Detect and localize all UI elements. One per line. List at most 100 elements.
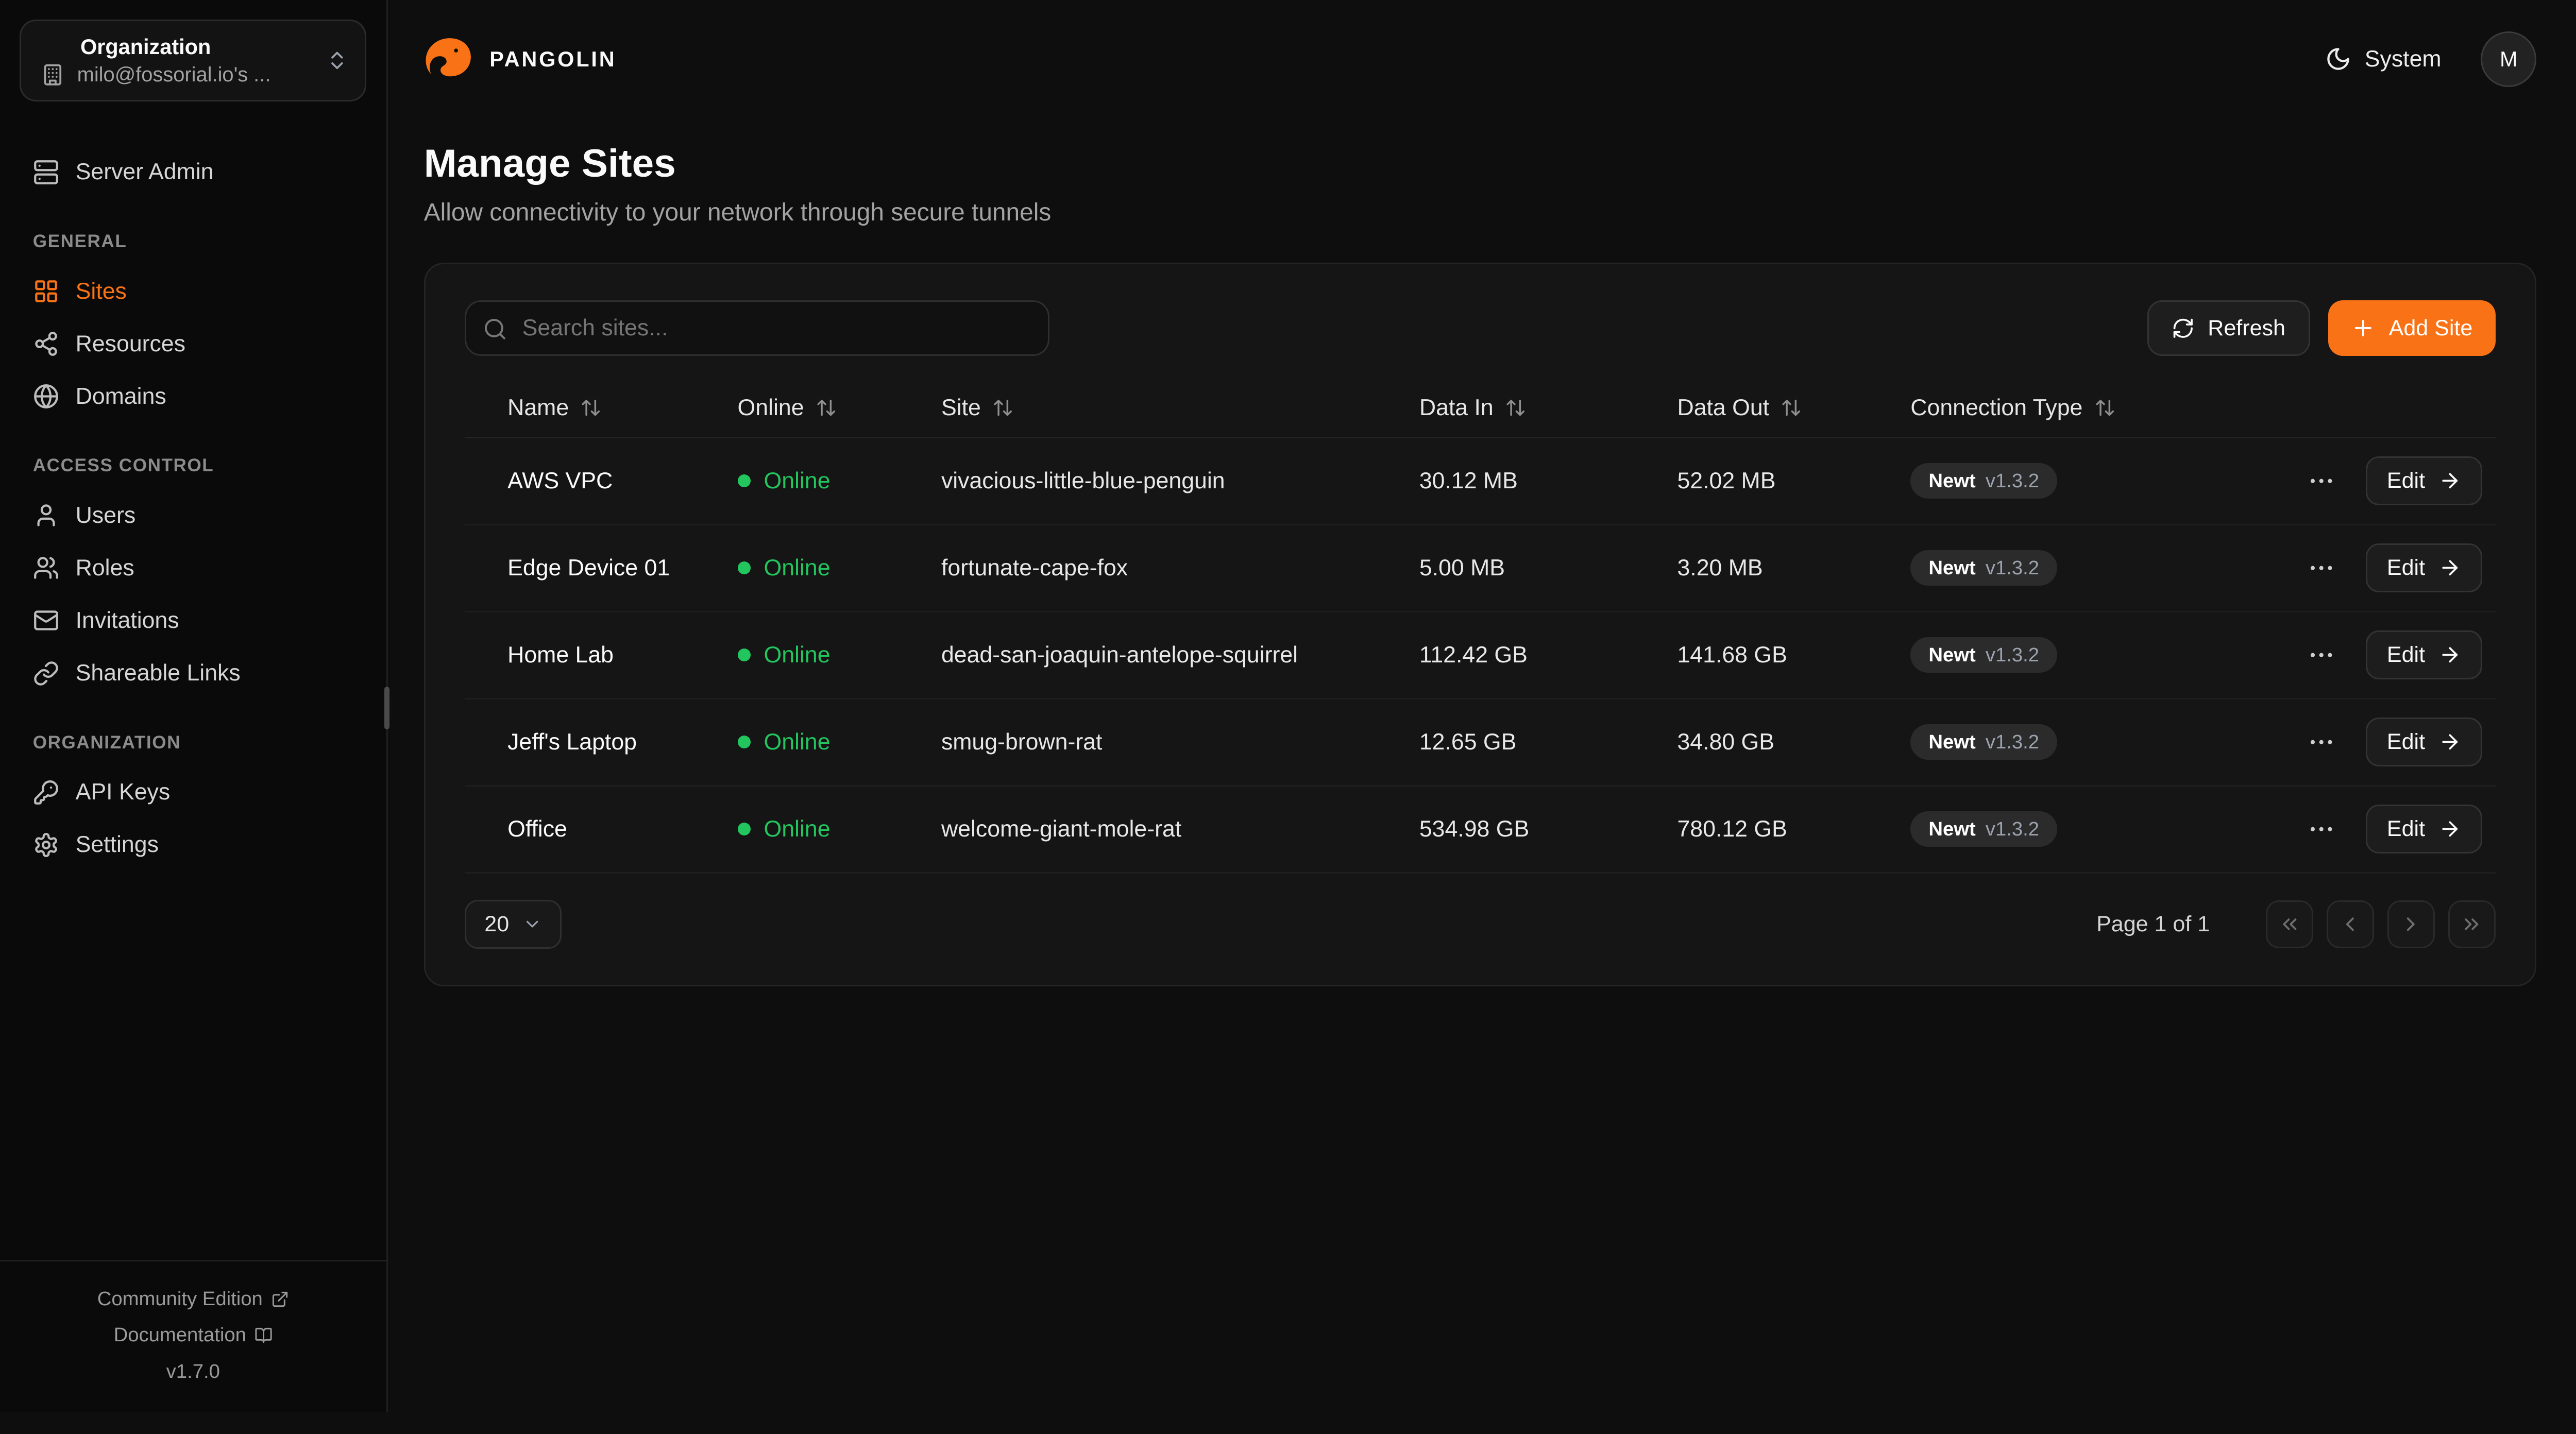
connection-version: v1.3.2 xyxy=(1985,556,2040,579)
sidebar-item-sites[interactable]: Sites xyxy=(16,267,370,316)
chevron-right-icon xyxy=(2399,913,2422,936)
brand-home-link[interactable]: PANGOLIN xyxy=(424,35,617,84)
users-icon xyxy=(33,555,59,581)
table-header-row: Name Online Site Data In Data Out Connec… xyxy=(465,379,2496,438)
page-size-value: 20 xyxy=(484,911,510,936)
column-label: Site xyxy=(941,395,981,420)
pagination-first-button[interactable] xyxy=(2265,900,2314,948)
connection-type-badge: Newt v1.3.2 xyxy=(1910,463,2058,499)
column-header-data-in[interactable]: Data In xyxy=(1419,395,1527,421)
site-slug: dead-san-joaquin-antelope-squirrel xyxy=(941,642,1298,668)
sidebar-item-server-admin[interactable]: Server Admin xyxy=(16,148,370,197)
connection-type-badge: Newt v1.3.2 xyxy=(1910,811,2058,847)
connection-version: v1.3.2 xyxy=(1985,643,2040,666)
row-actions: Edit xyxy=(2223,630,2483,680)
row-menu-button[interactable] xyxy=(2300,721,2343,763)
row-menu-button[interactable] xyxy=(2300,459,2343,502)
data-in: 12.65 GB xyxy=(1419,729,1517,755)
row-menu-button[interactable] xyxy=(2300,808,2343,850)
online-dot xyxy=(737,648,751,662)
row-menu-button[interactable] xyxy=(2300,547,2343,589)
sidebar-resize-handle[interactable] xyxy=(384,686,389,729)
documentation-link[interactable]: Documentation xyxy=(16,1317,370,1353)
column-header-name[interactable]: Name xyxy=(507,395,602,421)
site-name: AWS VPC xyxy=(507,468,613,493)
column-header-site[interactable]: Site xyxy=(941,395,1014,421)
edit-button[interactable]: Edit xyxy=(2365,630,2483,680)
add-site-button[interactable]: Add Site xyxy=(2328,300,2496,356)
sidebar-section-organization: ORGANIZATION xyxy=(32,732,181,753)
sidebar-item-label: Domains xyxy=(75,383,166,409)
connection-name: Newt xyxy=(1928,556,1976,579)
connection-type-badge: Newt v1.3.2 xyxy=(1910,724,2058,760)
sidebar-item-label: API Keys xyxy=(75,779,171,805)
key-icon xyxy=(33,779,59,806)
row-actions: Edit xyxy=(2223,543,2483,593)
column-header-online[interactable]: Online xyxy=(738,395,837,421)
chevrons-right-icon xyxy=(2460,913,2483,936)
ellipsis-icon xyxy=(2307,640,2336,670)
edit-button[interactable]: Edit xyxy=(2365,456,2483,506)
grid-icon xyxy=(33,278,59,304)
sidebar-item-users[interactable]: Users xyxy=(16,491,370,540)
ellipsis-icon xyxy=(2307,466,2336,496)
avatar[interactable]: M xyxy=(2481,31,2537,87)
site-slug: fortunate-cape-fox xyxy=(941,555,1128,581)
table-row: Home Lab Online dead-san-joaquin-antelop… xyxy=(465,612,2496,699)
sort-icon xyxy=(992,397,1013,418)
online-label: Online xyxy=(764,816,831,842)
sidebar-item-roles[interactable]: Roles xyxy=(16,543,370,593)
sidebar-item-shareable-links[interactable]: Shareable Links xyxy=(16,648,370,698)
theme-toggle[interactable]: System xyxy=(2319,40,2448,79)
edit-button[interactable]: Edit xyxy=(2365,543,2483,593)
connection-version: v1.3.2 xyxy=(1985,730,2040,753)
edit-label: Edit xyxy=(2386,729,2426,755)
connection-name: Newt xyxy=(1928,469,1976,492)
refresh-label: Refresh xyxy=(2208,315,2285,340)
arrow-right-icon xyxy=(2438,817,2462,841)
data-out: 780.12 GB xyxy=(1677,816,1787,842)
refresh-button[interactable]: Refresh xyxy=(2147,300,2310,356)
sort-icon xyxy=(580,397,601,418)
site-name: Edge Device 01 xyxy=(507,555,670,581)
community-edition-link[interactable]: Community Edition xyxy=(16,1281,370,1317)
online-label: Online xyxy=(764,642,831,668)
external-link-icon xyxy=(271,1290,289,1308)
pagination: 20 Page 1 of 1 xyxy=(465,899,2496,949)
topbar: PANGOLIN System M xyxy=(424,0,2537,118)
online-dot xyxy=(737,474,751,488)
sidebar-item-label: Users xyxy=(75,502,136,528)
online-dot xyxy=(737,735,751,749)
row-menu-button[interactable] xyxy=(2300,634,2343,676)
connection-name: Newt xyxy=(1928,643,1976,666)
page-size-select[interactable]: 20 xyxy=(465,899,562,949)
search-box xyxy=(465,300,1050,356)
sidebar-item-resources[interactable]: Resources xyxy=(16,319,370,369)
sidebar-item-api-keys[interactable]: API Keys xyxy=(16,767,370,817)
connection-name: Newt xyxy=(1928,730,1976,753)
org-switcher[interactable]: Organization milo@fossorial.io's ... xyxy=(20,20,367,102)
sidebar-item-label: Settings xyxy=(75,832,159,858)
ellipsis-icon xyxy=(2307,814,2336,844)
pagination-next-button[interactable] xyxy=(2387,900,2435,948)
data-out: 3.20 MB xyxy=(1677,555,1763,581)
site-name: Home Lab xyxy=(507,642,614,668)
pagination-prev-button[interactable] xyxy=(2326,900,2375,948)
waypoints-icon xyxy=(33,331,59,357)
edit-button[interactable]: Edit xyxy=(2365,717,2483,767)
search-input[interactable] xyxy=(465,300,1050,356)
column-label: Data Out xyxy=(1677,395,1770,420)
data-in: 112.42 GB xyxy=(1419,642,1528,668)
org-switcher-text: Organization milo@fossorial.io's ... xyxy=(41,33,313,89)
sidebar-item-domains[interactable]: Domains xyxy=(16,372,370,421)
sidebar-item-invitations[interactable]: Invitations xyxy=(16,596,370,645)
theme-label: System xyxy=(2364,46,2442,72)
data-in: 30.12 MB xyxy=(1419,468,1518,493)
column-header-data-out[interactable]: Data Out xyxy=(1677,395,1802,421)
edit-button[interactable]: Edit xyxy=(2365,804,2483,854)
column-header-connection-type[interactable]: Connection Type xyxy=(1910,395,2115,421)
sidebar-item-settings[interactable]: Settings xyxy=(16,820,370,869)
globe-icon xyxy=(33,383,59,409)
online-dot xyxy=(737,561,751,575)
pagination-last-button[interactable] xyxy=(2448,900,2496,948)
